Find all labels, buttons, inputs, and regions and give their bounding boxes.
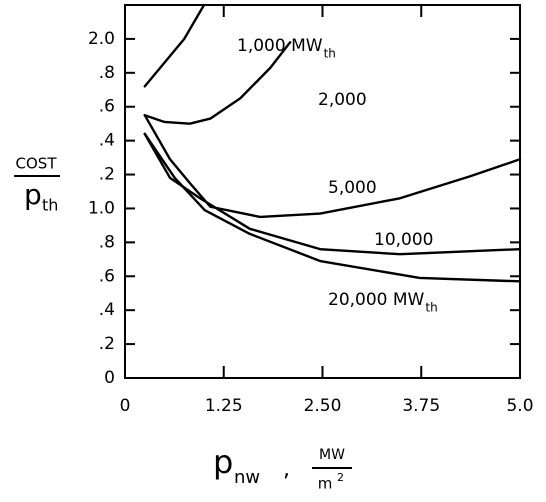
curve [143,3,206,88]
curve-label: 2,000 [318,90,367,110]
curve [143,41,292,125]
curve-label: 10,000 [374,230,433,250]
x-tick-label: 5.0 [506,396,533,416]
curve-label: 20,000 MW [328,290,425,310]
y-tick-label: .4 [99,300,115,320]
x-label-symbol: p [213,443,233,481]
y-tick-label: .6 [99,266,115,286]
curve [143,132,522,283]
y-tick-label: .8 [99,232,115,252]
y-tick-label: 2.0 [88,29,115,49]
x-label-separator: , [283,457,290,482]
x-label-unit-denominator: m [318,475,333,493]
y-tick-label: .6 [99,97,115,117]
x-tick-label: 0 [120,396,131,416]
curve-label: 1,000 MW [237,36,323,56]
x-label-unit-numerator: MW [319,447,345,463]
y-tick-label: 1.0 [88,198,115,218]
curve [143,114,522,219]
plot-frame [124,4,521,379]
curve-label-subscript: th [425,301,437,315]
x-label-unit-superscript: 2 [337,471,344,484]
y-label-numerator: COST [16,155,58,173]
y-tick-label: .2 [99,165,115,185]
y-tick-label: .4 [99,131,115,151]
curve [143,132,522,256]
x-tick-label: 2.50 [304,396,342,416]
x-tick-label: 1.25 [205,396,243,416]
curve-label-subscript: th [324,47,336,61]
y-tick-label: .2 [99,334,115,354]
y-tick-label: .8 [99,63,115,83]
y-tick-label: 0 [104,368,115,388]
x-tick-label: 3.75 [402,396,440,416]
x-label-subscript: nw [234,467,260,488]
y-label-denominator: p [24,178,42,211]
y-label-subscript: th [42,196,58,215]
curve-label: 5,000 [328,178,377,198]
